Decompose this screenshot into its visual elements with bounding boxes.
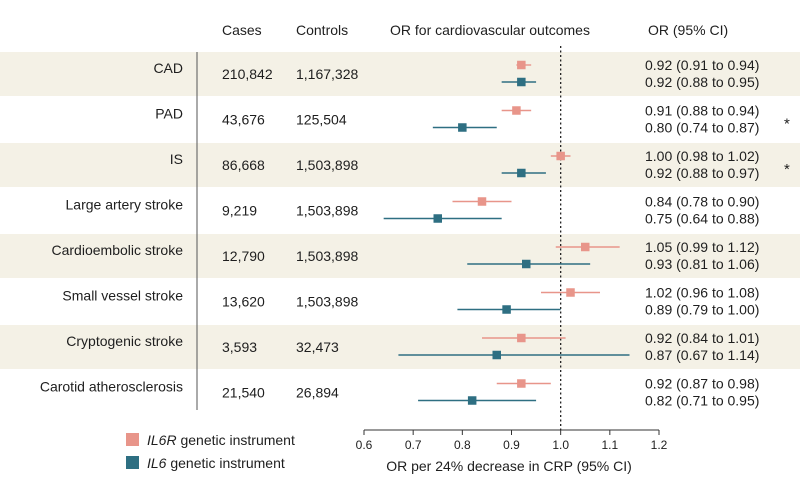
x-tick-label: 0.8 [454, 438, 471, 452]
cases-value: 21,540 [222, 385, 265, 401]
controls-value: 1,503,898 [296, 203, 358, 219]
x-axis: 0.6 0.7 0.8 0.9 1.0 1.1 1.2 [356, 429, 668, 452]
ci-label-il6: 0.93 (0.81 to 1.06) [645, 256, 759, 272]
legend-swatch [126, 456, 139, 469]
point-il6r [477, 197, 487, 206]
legend-label: IL6R genetic instrument [147, 432, 295, 448]
controls-value: 1,503,898 [296, 157, 358, 173]
point-il6r [581, 242, 590, 252]
ci-label-il6r: 0.92 (0.91 to 0.94) [645, 57, 759, 73]
x-tick-label: 0.7 [405, 438, 422, 452]
ci-label-il6: 0.80 (0.74 to 0.87) [645, 120, 759, 136]
x-axis-label: OR per 24% decrease in CRP (95% CI) [386, 458, 632, 474]
controls-value: 1,503,898 [296, 294, 358, 310]
point-il6 [502, 305, 511, 314]
header-ci: OR (95% CI) [648, 22, 728, 38]
ci-label-il6r: 0.92 (0.84 to 1.01) [645, 330, 759, 346]
significance-star: * [784, 161, 790, 178]
cases-value: 3,593 [222, 339, 257, 355]
legend-label-gene: IL6R [147, 432, 177, 448]
controls-value: 32,473 [296, 339, 339, 355]
outcome-label: Large artery stroke [66, 197, 184, 213]
cases-value: 9,219 [222, 203, 257, 219]
point-il6r [556, 151, 565, 161]
controls-value: 1,167,328 [296, 66, 358, 82]
ci-label-il6r: 0.84 (0.78 to 0.90) [645, 194, 759, 210]
x-tick-label: 0.6 [356, 438, 373, 452]
outcome-label: IS [170, 151, 183, 167]
x-tick-label: 1.2 [651, 438, 668, 452]
point-il6 [433, 214, 442, 223]
point-il6 [522, 259, 531, 269]
outcome-label: CAD [153, 60, 183, 76]
x-tick-label: 0.9 [503, 438, 520, 452]
row-bands [0, 52, 800, 369]
point-il6 [517, 77, 526, 87]
legend-label: IL6 genetic instrument [147, 455, 285, 471]
point-il6 [517, 168, 526, 178]
point-il6r [517, 333, 526, 343]
controls-value: 26,894 [296, 385, 339, 401]
point-il6r [517, 60, 526, 70]
header-plot: OR for cardiovascular outcomes [390, 22, 590, 38]
row-band [0, 325, 800, 369]
ci-label-il6r: 1.00 (0.98 to 1.02) [645, 148, 759, 164]
ci-label-il6: 0.87 (0.67 to 1.14) [645, 347, 759, 363]
point-il6 [467, 396, 477, 405]
ci-label-il6: 0.92 (0.88 to 0.95) [645, 74, 759, 90]
ci-label-il6: 0.89 (0.79 to 1.00) [645, 302, 759, 318]
legend-label-text: genetic instrument [166, 455, 284, 471]
cases-value: 210,842 [222, 66, 273, 82]
legend-swatch [126, 433, 139, 446]
row-band [0, 143, 800, 187]
x-tick-label: 1.0 [552, 438, 569, 452]
ci-label-il6r: 1.02 (0.96 to 1.08) [645, 285, 759, 301]
outcome-label: Cryptogenic stroke [66, 333, 183, 349]
outcome-label: Carotid atherosclerosis [40, 379, 183, 395]
outcome-label: PAD [155, 106, 183, 122]
ci-label-il6r: 0.92 (0.87 to 0.98) [645, 376, 759, 392]
point-il6 [492, 350, 501, 360]
outcome-label: Small vessel stroke [62, 288, 183, 304]
cases-value: 86,668 [222, 157, 265, 173]
legend-label-text: genetic instrument [177, 432, 295, 448]
point-il6r [517, 379, 526, 388]
controls-value: 125,504 [296, 112, 347, 128]
point-il6r [566, 288, 575, 297]
ci-label-il6r: 0.91 (0.88 to 0.94) [645, 103, 759, 119]
header-controls: Controls [296, 22, 348, 38]
ci-label-il6: 0.92 (0.88 to 0.97) [645, 165, 759, 181]
cases-value: 13,620 [222, 294, 265, 310]
x-tick-label: 1.1 [601, 438, 618, 452]
controls-value: 1,503,898 [296, 248, 358, 264]
ci-label-il6r: 1.05 (0.99 to 1.12) [645, 239, 759, 255]
legend-label-gene: IL6 [147, 455, 167, 471]
estimates [383, 60, 630, 405]
significance-star: * [784, 116, 790, 133]
cases-value: 43,676 [222, 112, 265, 128]
cases-value: 12,790 [222, 248, 265, 264]
outcome-label: Cardioembolic stroke [52, 242, 184, 258]
row-band [0, 234, 800, 278]
point-il6 [458, 123, 467, 132]
ci-label-il6: 0.82 (0.71 to 0.95) [645, 393, 759, 409]
row-band [0, 52, 800, 96]
point-il6r [512, 106, 521, 115]
header-cases: Cases [222, 22, 262, 38]
ci-label-il6: 0.75 (0.64 to 0.88) [645, 211, 759, 227]
